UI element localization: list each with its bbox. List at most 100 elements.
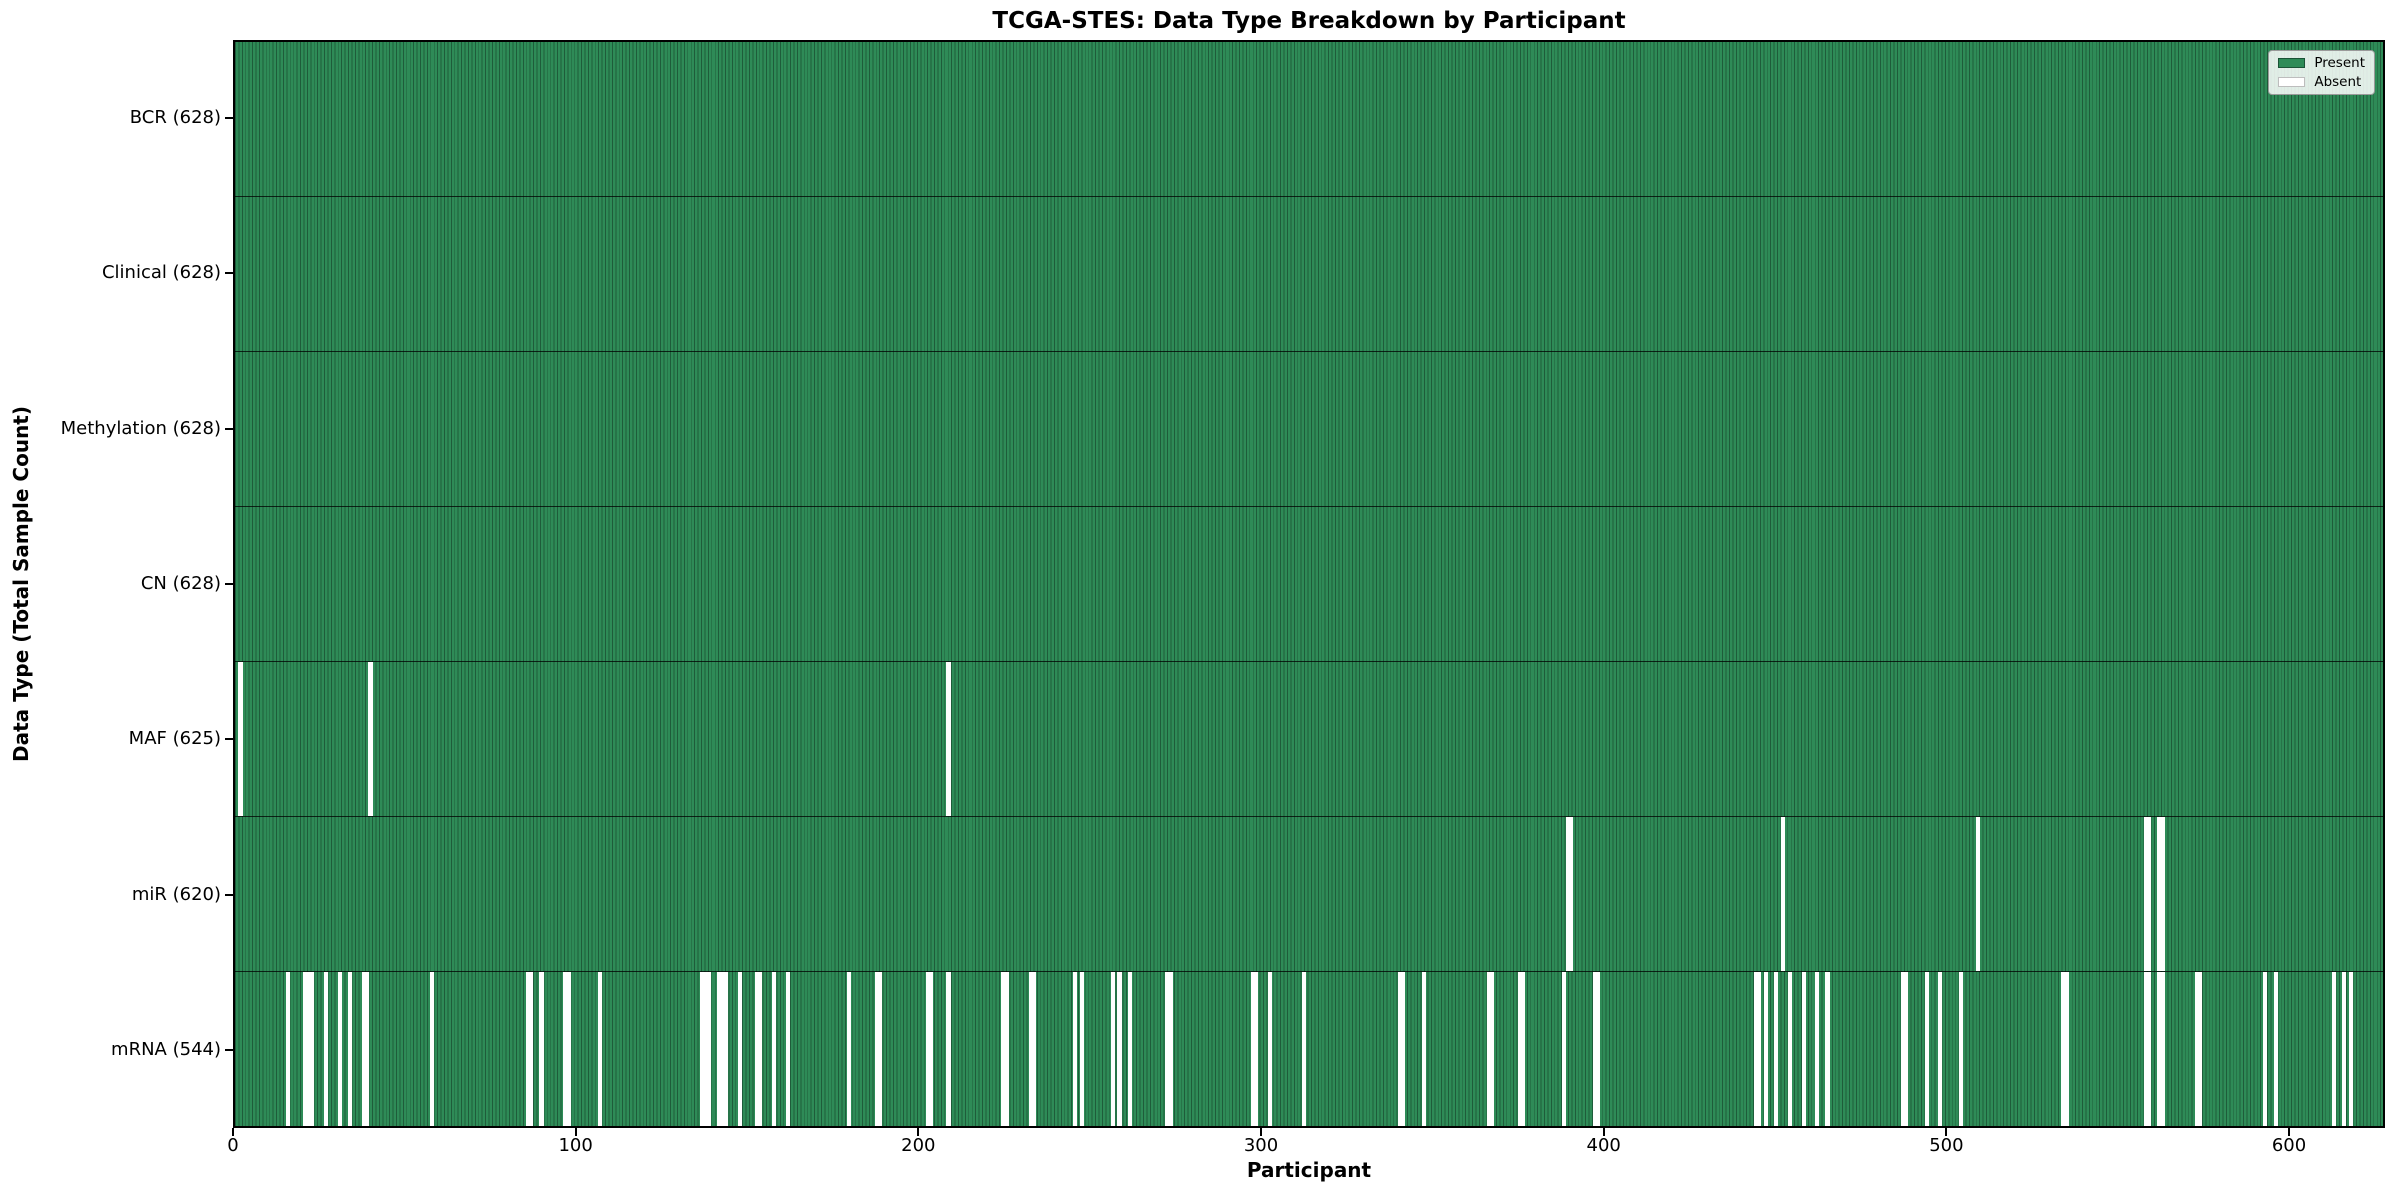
ytick-mark: [225, 738, 233, 741]
absent-gap: [2160, 817, 2165, 971]
absent-gap: [1001, 972, 1006, 1126]
xtick-label-0: 0: [227, 1135, 239, 1156]
legend-item-absent: Absent: [2278, 75, 2365, 89]
absent-gap: [1938, 972, 1943, 1126]
xtick-mark: [574, 1128, 577, 1136]
absent-gap: [2198, 972, 2203, 1126]
absent-gap: [303, 972, 308, 1126]
absent-gap: [1117, 972, 1122, 1126]
heatmap-rows: [235, 42, 2383, 1126]
xtick-label-100: 100: [558, 1135, 593, 1156]
absent-gap: [847, 972, 852, 1126]
absent-gap: [700, 972, 705, 1126]
absent-gap: [1825, 972, 1830, 1126]
xtick-label-400: 400: [1586, 1135, 1621, 1156]
absent-gap: [785, 972, 790, 1126]
absent-gap: [2331, 972, 2336, 1126]
absent-gap: [1079, 972, 1084, 1126]
ytick-label-maf: MAF (625): [128, 728, 221, 750]
legend-label-present: Present: [2314, 55, 2365, 71]
absent-gap: [1072, 972, 1078, 1126]
absent-gap: [2341, 972, 2347, 1126]
ytick-label-cn: CN (628): [140, 573, 221, 594]
ytick-mark: [225, 427, 233, 430]
absent-gap: [737, 972, 742, 1126]
absent-gap: [2146, 972, 2152, 1126]
ytick-mark: [225, 1049, 233, 1052]
absent-gap: [703, 972, 708, 1126]
absent-gap: [1031, 972, 1037, 1126]
legend-item-present: Present: [2278, 56, 2365, 70]
chart-title: TCGA-STES: Data Type Breakdown by Partic…: [992, 8, 1626, 34]
ytick-mark: [225, 116, 233, 119]
absent-gap: [2157, 817, 2162, 971]
absent-gap: [1787, 972, 1792, 1126]
absent-gap: [2194, 972, 2199, 1126]
absent-gap: [364, 972, 370, 1126]
heatmap-row-clinical: [235, 197, 2383, 352]
absent-gap: [1815, 972, 1820, 1126]
absent-gap: [2348, 972, 2353, 1126]
absent-gap: [1592, 972, 1597, 1126]
absent-gap: [1028, 972, 1033, 1126]
absent-gap: [1254, 972, 1259, 1126]
absent-gap: [946, 662, 951, 816]
absent-gap: [1110, 972, 1115, 1126]
absent-gap: [1904, 972, 1909, 1126]
absent-gap: [1774, 972, 1779, 1126]
xtick-mark: [1602, 1128, 1605, 1136]
absent-gap: [1421, 972, 1426, 1126]
absent-gap: [1975, 817, 1981, 971]
absent-gap: [772, 972, 777, 1126]
xtick-mark: [1945, 1128, 1948, 1136]
heatmap-row-mrna: [235, 972, 2383, 1126]
absent-gap: [1596, 972, 1601, 1126]
absent-gap: [368, 662, 373, 816]
absent-gap: [1165, 972, 1170, 1126]
absent-gap: [2273, 972, 2278, 1126]
absent-gap: [310, 972, 315, 1126]
xtick-mark: [917, 1128, 920, 1136]
absent-gap: [429, 972, 435, 1126]
absent-gap: [525, 972, 530, 1126]
absent-gap: [1521, 972, 1526, 1126]
heatmap-row-methylation: [235, 352, 2383, 507]
plot-area: Present Absent: [233, 40, 2385, 1128]
absent-gap: [1757, 972, 1762, 1126]
absent-gap: [717, 972, 722, 1126]
absent-gap: [925, 972, 931, 1126]
absent-gap: [707, 972, 712, 1126]
absent-gap: [306, 972, 311, 1126]
xtick-mark: [2288, 1128, 2291, 1136]
absent-gap: [1753, 972, 1758, 1126]
ytick-mark: [225, 583, 233, 585]
heatmap-row-cn: [235, 507, 2383, 662]
heatmap-row-mir: [235, 817, 2383, 972]
absent-gap: [1004, 972, 1009, 1126]
xtick-mark: [1260, 1128, 1263, 1136]
absent-gap: [286, 972, 291, 1126]
ytick-label-bcr: BCR (628): [129, 106, 221, 128]
absent-gap: [1517, 972, 1522, 1126]
absent-gap: [529, 972, 534, 1126]
absent-gap: [1486, 972, 1491, 1126]
absent-gap: [2160, 972, 2165, 1126]
present-swatch-icon: [2278, 58, 2306, 68]
absent-gap: [1168, 972, 1173, 1126]
absent-gap: [2143, 972, 2148, 1126]
absent-gap: [724, 972, 729, 1126]
absent-gap: [566, 972, 571, 1126]
legend-label-absent: Absent: [2314, 74, 2362, 90]
absent-gap: [878, 972, 883, 1126]
xtick-label-200: 200: [901, 1135, 936, 1156]
ytick-label-mrna: mRNA (544): [111, 1039, 221, 1061]
absent-gap: [1763, 972, 1769, 1126]
ytick-mark: [225, 893, 233, 896]
absent-gap: [337, 972, 342, 1126]
absent-gap: [539, 972, 544, 1126]
absent-gap: [929, 972, 934, 1126]
absent-gap: [874, 972, 879, 1126]
absent-gap: [2146, 817, 2152, 971]
absent-gap: [238, 662, 243, 816]
